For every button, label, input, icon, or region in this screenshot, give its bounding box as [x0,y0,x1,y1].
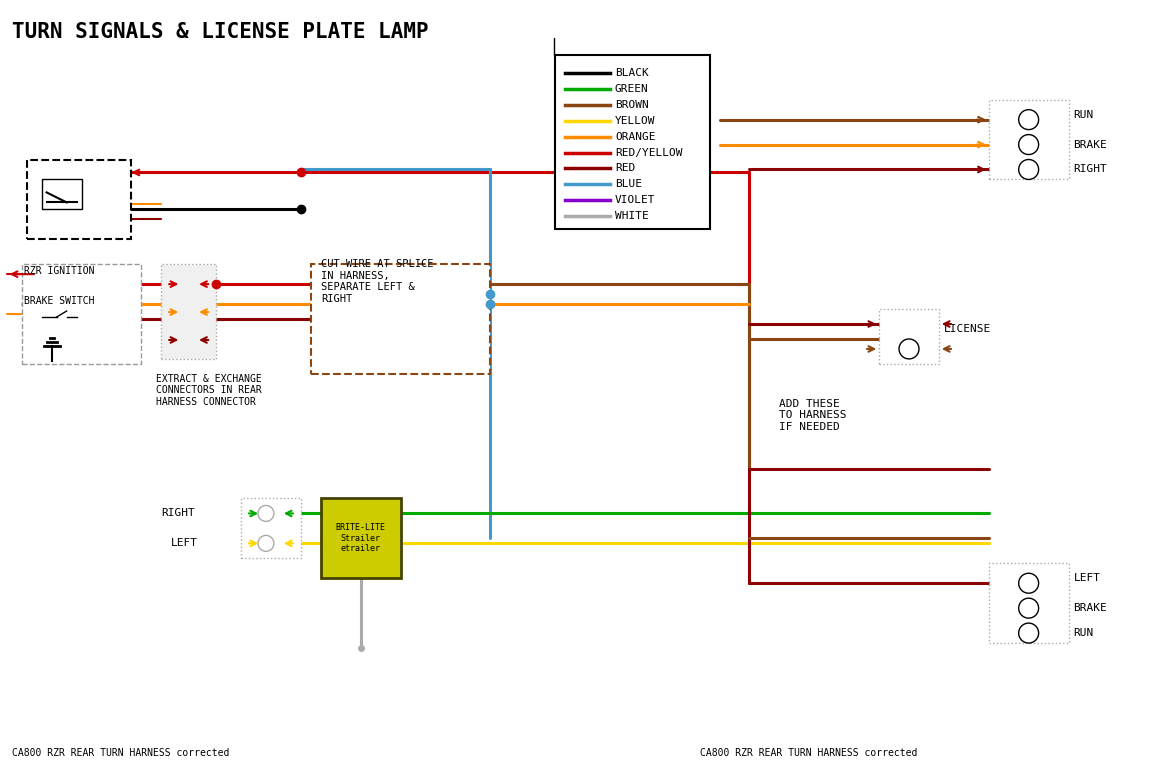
Text: LICENSE: LICENSE [944,324,992,334]
Text: ADD THESE
TO HARNESS
IF NEEDED: ADD THESE TO HARNESS IF NEEDED [779,399,847,432]
Circle shape [258,505,274,521]
Text: BROWN: BROWN [614,100,648,109]
Text: BRAKE: BRAKE [1073,603,1107,613]
Text: BLUE: BLUE [614,179,642,189]
Text: VIOLET: VIOLET [614,195,655,205]
Circle shape [1018,160,1038,179]
Text: ORANGE: ORANGE [614,131,655,141]
Text: LEFT: LEFT [172,538,199,549]
Text: RIGHT: RIGHT [161,508,195,518]
Circle shape [1018,573,1038,594]
Text: LEFT: LEFT [1073,573,1100,583]
Circle shape [899,339,919,359]
Text: RUN: RUN [1073,628,1093,638]
Text: RUN: RUN [1073,109,1093,119]
Text: YELLOW: YELLOW [614,116,655,125]
Bar [880,309,939,364]
Text: WHITE: WHITE [614,211,648,221]
Text: BRAKE SWITCH: BRAKE SWITCH [23,296,95,306]
Text: CUT WIRE AT SPLICE
IN HARNESS,
SEPARATE LEFT &
RIGHT: CUT WIRE AT SPLICE IN HARNESS, SEPARATE … [321,259,433,304]
Text: RED: RED [614,163,635,173]
Text: GREEN: GREEN [614,84,648,93]
Bar [321,499,401,578]
Text: RZR IGNITION: RZR IGNITION [23,266,95,276]
Bar [22,264,141,364]
Bar [989,100,1069,179]
Circle shape [1018,109,1038,130]
Bar [241,499,301,559]
Text: BRAKE: BRAKE [1073,140,1107,150]
Bar [989,563,1069,643]
Circle shape [1018,598,1038,618]
Text: RED/YELLOW: RED/YELLOW [614,147,682,157]
Text: BRITE-LITE
Strailer
etrailer: BRITE-LITE Strailer etrailer [335,524,385,553]
Bar [27,160,131,239]
Text: CA800 RZR REAR TURN HARNESS corrected: CA800 RZR REAR TURN HARNESS corrected [700,748,917,758]
Bar [555,55,710,230]
Text: EXTRACT & EXCHANGE
CONNECTORS IN REAR
HARNESS CONNECTOR: EXTRACT & EXCHANGE CONNECTORS IN REAR HA… [157,374,262,407]
Text: CA800 RZR REAR TURN HARNESS corrected: CA800 RZR REAR TURN HARNESS corrected [12,748,229,758]
Bar [42,179,82,209]
Bar [161,264,216,359]
Text: TURN SIGNALS & LICENSE PLATE LAMP: TURN SIGNALS & LICENSE PLATE LAMP [12,22,429,42]
Circle shape [1018,623,1038,643]
Circle shape [258,535,274,551]
Text: BLACK: BLACK [614,68,648,78]
Bar [311,264,491,374]
Text: RIGHT: RIGHT [1073,164,1107,175]
Circle shape [1018,135,1038,154]
